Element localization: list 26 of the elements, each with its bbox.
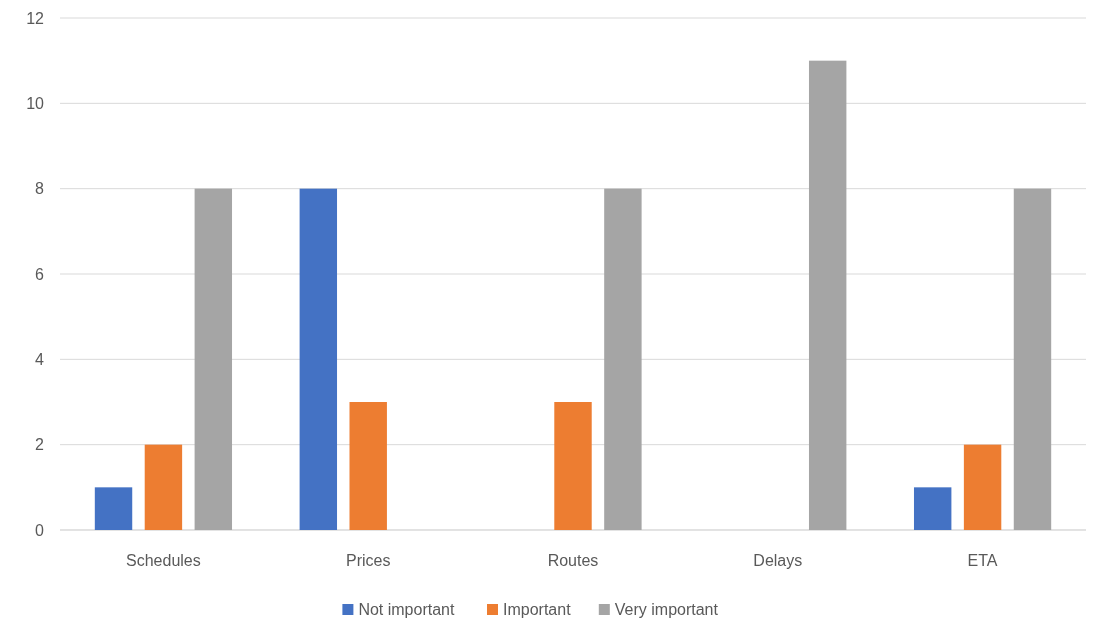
bar — [349, 402, 387, 530]
bar — [554, 402, 592, 530]
x-tick-label: Prices — [345, 552, 391, 569]
legend-label: Important — [503, 601, 572, 619]
bar — [963, 444, 1002, 530]
y-tick-label: 10 — [26, 94, 45, 112]
bar — [94, 487, 133, 530]
x-tick-label: ETA — [967, 552, 998, 569]
y-tick-label: 0 — [35, 521, 45, 539]
x-tick-label: Routes — [547, 552, 599, 569]
y-tick-label: 4 — [35, 350, 45, 368]
bar — [913, 487, 952, 530]
legend-label: Not important — [358, 601, 455, 619]
bar — [604, 188, 642, 530]
y-tick-label: 6 — [35, 265, 45, 283]
y-tick-label: 2 — [35, 436, 45, 454]
x-tick-label: Delays — [753, 552, 803, 569]
bar — [144, 444, 183, 530]
y-tick-label: 8 — [35, 180, 45, 198]
bar — [1013, 188, 1052, 530]
bar — [808, 60, 847, 530]
legend-label: Very important — [614, 601, 719, 619]
bar — [299, 188, 338, 530]
y-tick-label: 12 — [26, 9, 45, 27]
bar — [194, 188, 233, 530]
x-tick-label: Schedules — [126, 552, 201, 569]
